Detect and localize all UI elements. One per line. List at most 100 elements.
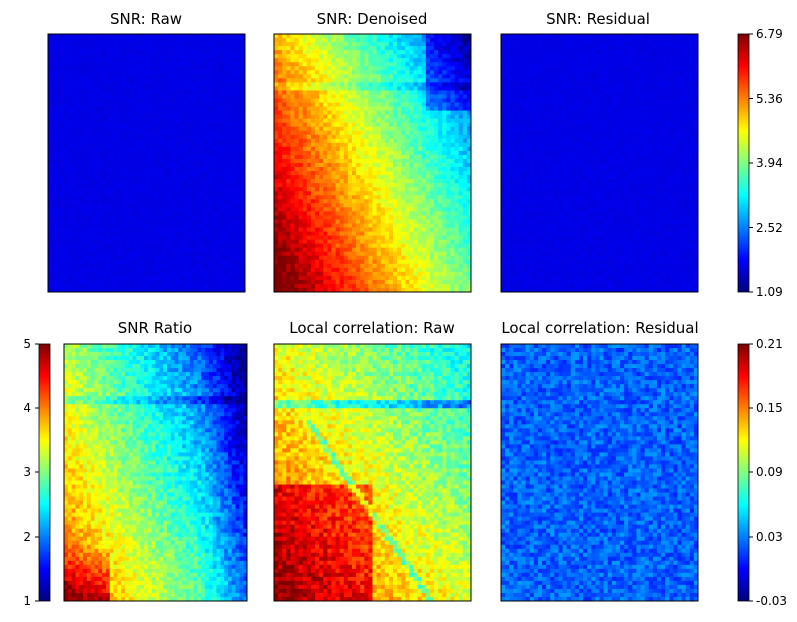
heatmap-cell	[335, 130, 341, 136]
heatmap-cell	[187, 78, 193, 83]
heatmap-cell	[175, 191, 180, 196]
heatmap-cell	[331, 126, 336, 132]
heatmap-cell	[364, 58, 369, 63]
heatmap-cell	[405, 62, 410, 67]
heatmap-cell	[121, 82, 127, 87]
heatmap-cell	[327, 98, 332, 103]
heatmap-cell	[376, 90, 382, 95]
heatmap-cell	[466, 34, 472, 39]
heatmap-cell	[462, 154, 468, 160]
heatmap-cell	[236, 283, 242, 289]
heatmap-cell	[162, 154, 168, 160]
heatmap-cell	[393, 58, 398, 63]
heatmap-cell	[84, 255, 90, 261]
heatmap-cell	[236, 263, 242, 269]
heatmap-cell	[68, 102, 74, 107]
heatmap-cell	[212, 211, 217, 216]
heatmap-cell	[347, 46, 353, 51]
heatmap-cell	[105, 259, 110, 265]
heatmap-cell	[195, 195, 201, 200]
heatmap-cell	[64, 62, 69, 67]
heatmap-cell	[187, 287, 193, 293]
heatmap-cell	[388, 146, 394, 152]
heatmap-cell	[117, 90, 123, 95]
heatmap-cell	[48, 223, 53, 228]
heatmap-cell	[76, 231, 82, 236]
heatmap-cell	[56, 70, 61, 75]
heatmap-cell	[315, 183, 320, 188]
heatmap-cell	[347, 98, 353, 103]
heatmap-cell	[138, 58, 143, 63]
heatmap-cell	[290, 110, 295, 116]
heatmap-cell	[191, 215, 197, 220]
heatmap-cell	[117, 171, 123, 176]
heatmap-cell	[360, 38, 365, 43]
heatmap-cell	[240, 66, 246, 71]
heatmap-cell	[236, 271, 242, 277]
heatmap-cell	[60, 134, 65, 140]
heatmap-cell	[380, 191, 386, 196]
heatmap-cell	[150, 271, 156, 277]
heatmap-cell	[360, 114, 365, 120]
heatmap-cell	[335, 62, 341, 67]
heatmap-cell	[134, 94, 139, 99]
heatmap-cell	[388, 86, 394, 91]
heatmap-cell	[84, 158, 90, 164]
heatmap-cell	[425, 66, 431, 71]
heatmap-cell	[380, 106, 386, 111]
heatmap-cell	[195, 66, 201, 71]
heatmap-cell	[93, 239, 98, 245]
heatmap-cell	[212, 110, 217, 116]
heatmap-cell	[450, 38, 455, 43]
heatmap-cell	[203, 46, 209, 51]
heatmap-cell	[109, 235, 115, 240]
heatmap-cell	[80, 34, 86, 39]
heatmap-cell	[80, 207, 86, 212]
heatmap-cell	[327, 54, 332, 59]
heatmap-cell	[298, 94, 304, 99]
heatmap-cell	[331, 70, 336, 75]
heatmap-cell	[388, 163, 394, 168]
heatmap-cell	[376, 122, 382, 128]
heatmap-cell	[72, 275, 78, 281]
heatmap-cell	[388, 134, 394, 140]
heatmap-cell	[306, 58, 312, 63]
heatmap-cell	[109, 98, 115, 103]
heatmap-cell	[450, 46, 455, 51]
heatmap-cell	[64, 110, 69, 116]
heatmap-cell	[195, 163, 201, 168]
heatmap-cell	[401, 58, 406, 63]
heatmap-cell	[109, 82, 115, 87]
heatmap-cell	[429, 134, 435, 140]
heatmap-cell	[52, 219, 57, 224]
heatmap-cell	[224, 183, 229, 188]
heatmap-cell	[68, 255, 74, 261]
heatmap-cell	[208, 279, 213, 285]
heatmap-cell	[171, 167, 176, 172]
heatmap-cell	[376, 150, 382, 156]
heatmap-cell	[224, 207, 229, 212]
heatmap-cell	[376, 163, 382, 168]
heatmap-cell	[220, 255, 225, 261]
heatmap-cell	[376, 94, 382, 99]
heatmap-cell	[343, 98, 349, 103]
heatmap-cell	[278, 183, 283, 188]
heatmap-cell	[327, 78, 332, 83]
heatmap-cell	[93, 283, 98, 289]
heatmap-cell	[290, 187, 295, 192]
heatmap-cell	[450, 142, 455, 148]
heatmap-cell	[462, 42, 468, 47]
heatmap-cell	[138, 275, 143, 281]
heatmap-cell	[462, 142, 468, 148]
heatmap-cell	[203, 163, 209, 168]
heatmap-cell	[323, 191, 328, 196]
heatmap-cell	[179, 279, 184, 285]
heatmap-cell	[310, 167, 316, 172]
heatmap-cell	[117, 154, 123, 160]
heatmap-cell	[306, 42, 312, 47]
heatmap-cell	[68, 219, 74, 224]
heatmap-cell	[315, 110, 320, 116]
heatmap-cell	[179, 251, 184, 257]
heatmap-cell	[450, 138, 455, 144]
heatmap-cell	[60, 227, 65, 232]
